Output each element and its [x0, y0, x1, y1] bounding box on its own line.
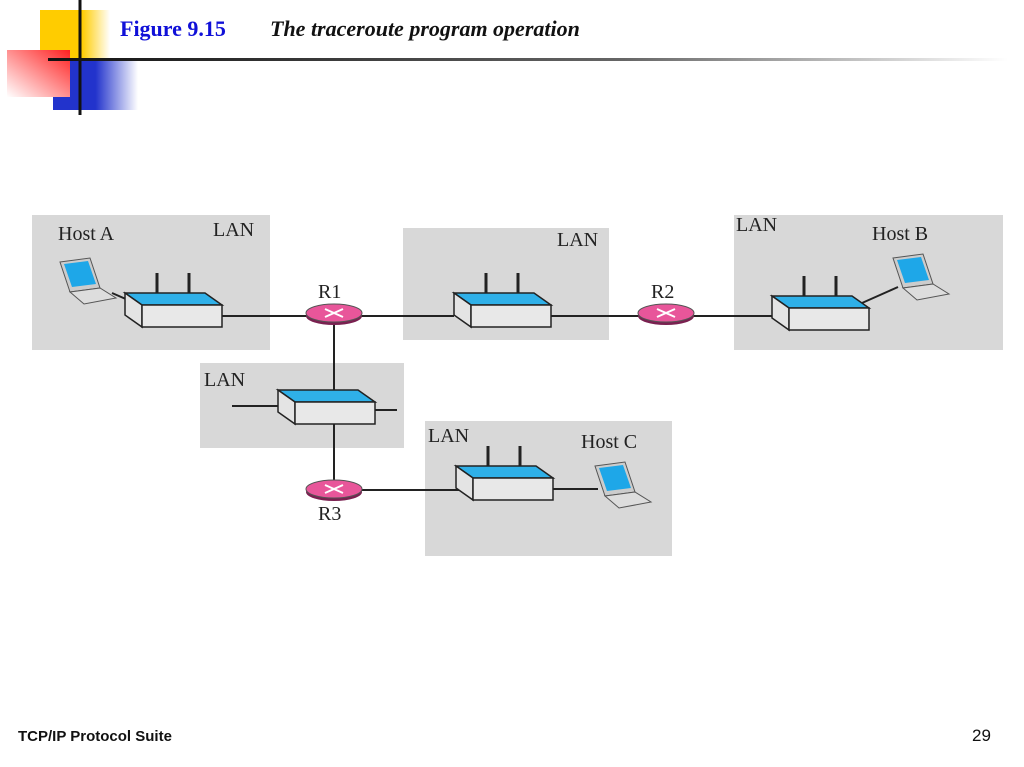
- label-lan-middle: LAN: [557, 229, 598, 251]
- label-host-b: Host B: [872, 223, 928, 245]
- router-r3-icon: [305, 479, 363, 502]
- label-r3: R3: [318, 503, 341, 525]
- slide-title: The traceroute program operation: [270, 16, 580, 41]
- label-lan-b: LAN: [736, 214, 777, 236]
- label-lan-c: LAN: [428, 425, 469, 447]
- footer-text: TCP/IP Protocol Suite: [18, 728, 172, 745]
- switch-lan-lower: [277, 389, 376, 425]
- label-r2: R2: [651, 281, 674, 303]
- router-r1-icon: [305, 303, 363, 326]
- title-decoration: [7, 0, 1008, 115]
- label-host-c: Host C: [581, 431, 637, 453]
- label-lan-a: LAN: [213, 219, 254, 241]
- router-r2-icon: [637, 303, 695, 326]
- page-number: 29: [972, 726, 991, 745]
- label-host-a: Host A: [58, 223, 115, 245]
- label-r1: R1: [318, 281, 341, 303]
- label-lan-lower: LAN: [204, 369, 245, 391]
- figure-number: Figure 9.15: [120, 16, 226, 41]
